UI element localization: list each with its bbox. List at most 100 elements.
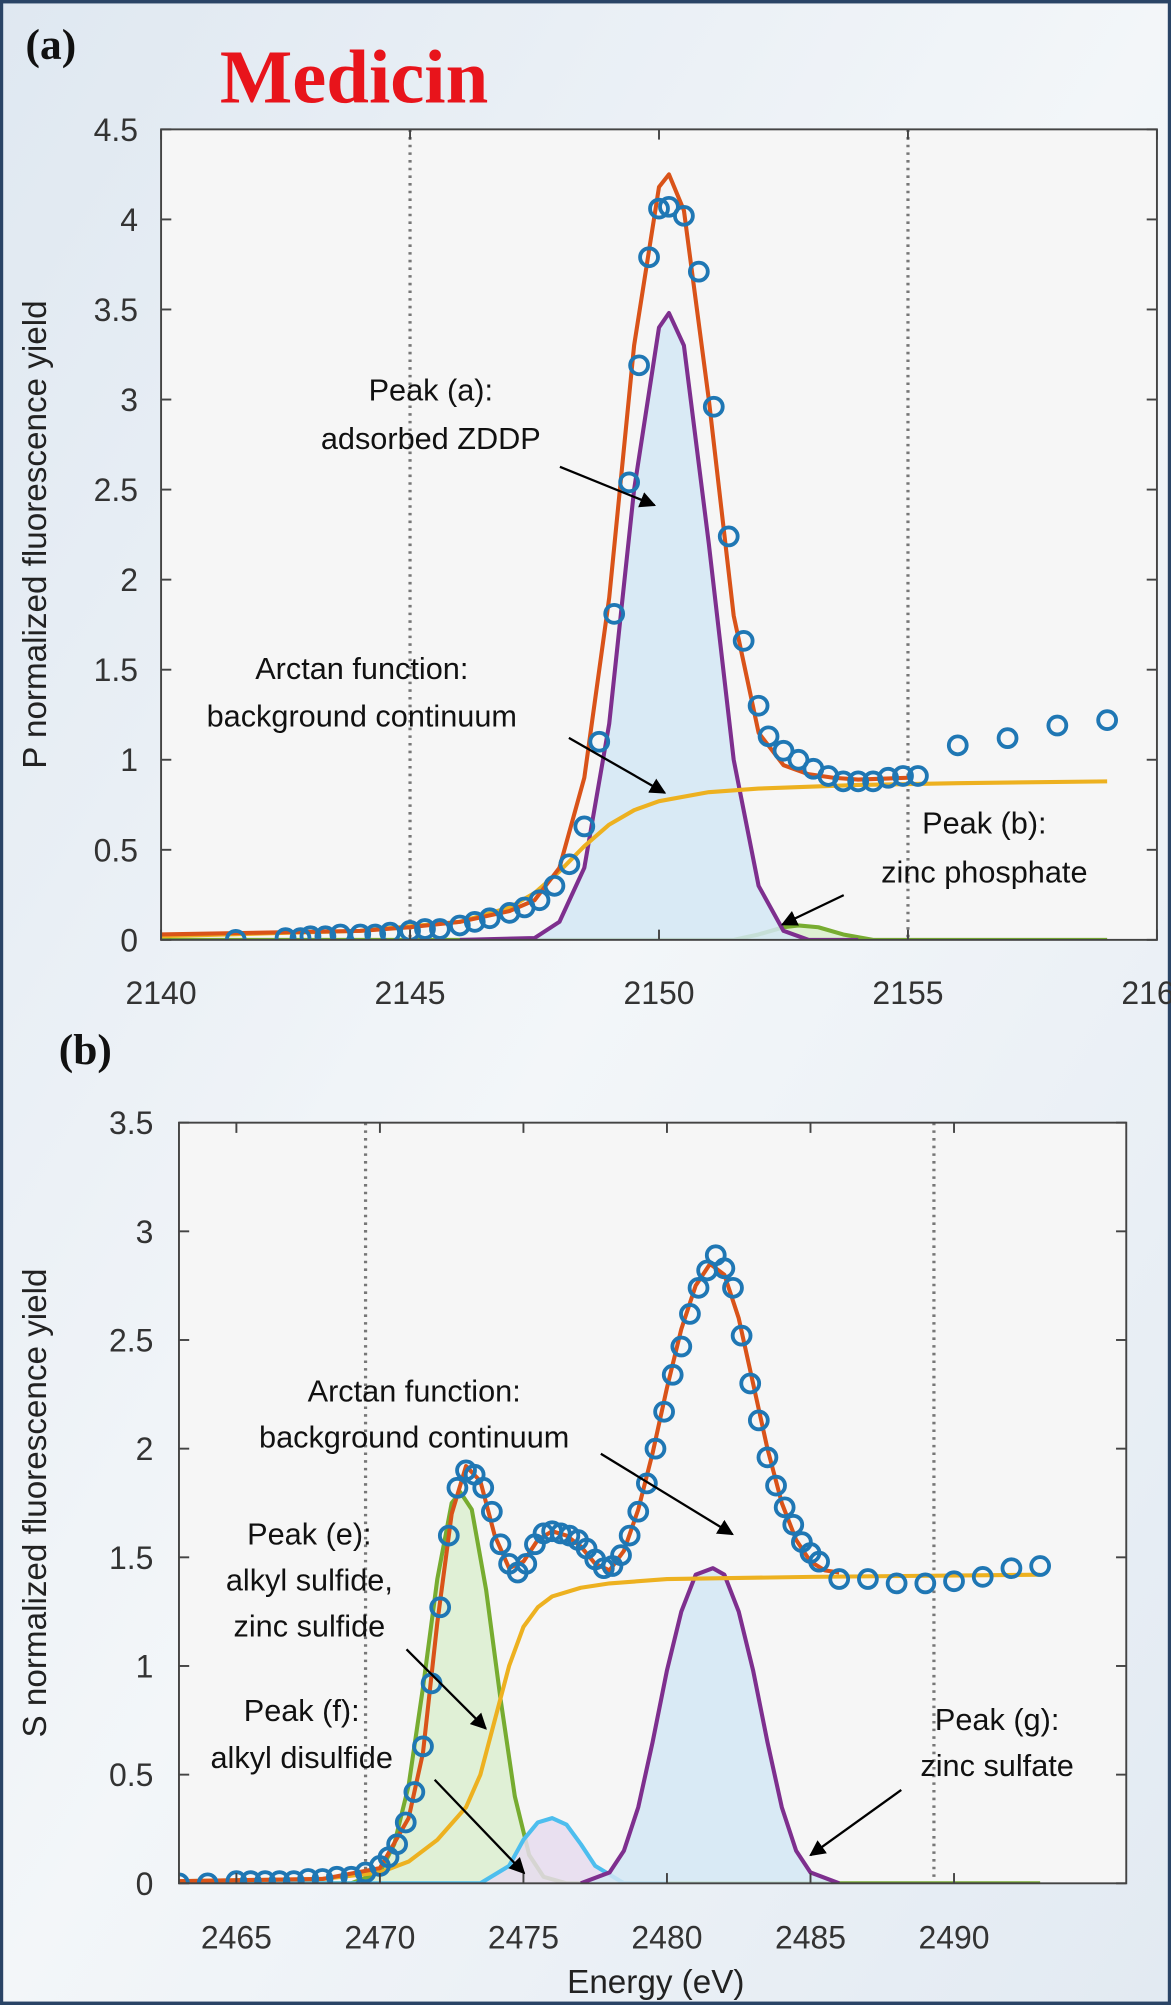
data-point <box>717 525 740 548</box>
data-point <box>638 246 660 269</box>
data-point <box>773 1496 796 1519</box>
data-point <box>558 853 581 876</box>
data-point <box>648 197 670 220</box>
annotation: zinc sulfate <box>920 1748 1073 1783</box>
y-tick-label: 1.5 <box>94 652 138 688</box>
data-point <box>732 630 755 652</box>
y-tick-label: 2.5 <box>94 472 138 508</box>
data-point <box>857 1568 879 1590</box>
data-point <box>489 1533 512 1556</box>
x-tick-label: 2485 <box>775 1920 846 1956</box>
data-point <box>782 1513 805 1536</box>
data-point <box>463 910 486 933</box>
data-point <box>892 765 914 787</box>
data-point <box>274 927 297 940</box>
data-point <box>828 1568 851 1590</box>
data-point <box>702 395 725 418</box>
y-tick-label: 0.5 <box>94 832 138 868</box>
annotation: zinc phosphate <box>881 854 1087 889</box>
annotation: background continuum <box>259 1419 569 1454</box>
data-point <box>429 918 451 940</box>
annotation-arrow <box>600 1452 734 1536</box>
data-point <box>225 1870 248 1884</box>
data-point <box>747 1409 770 1432</box>
data-point <box>414 918 436 940</box>
data-point <box>268 1870 291 1884</box>
data-point <box>618 471 640 494</box>
data-point <box>311 1868 334 1884</box>
data-point <box>907 765 929 787</box>
data-point <box>573 815 596 838</box>
x-tick-label: 2490 <box>918 1920 989 1956</box>
data-point <box>1029 1555 1052 1577</box>
data-point <box>627 1500 650 1523</box>
y-axis-label: P normalized fluorescence yield <box>17 300 54 768</box>
data-point <box>325 1865 348 1884</box>
data-point <box>282 1870 305 1884</box>
data-point <box>224 928 247 940</box>
fit-line <box>580 1566 840 1884</box>
data-point <box>765 1474 787 1497</box>
data-point <box>644 1437 667 1460</box>
data-point <box>946 734 969 757</box>
x-tick-label: 2470 <box>344 1920 415 1956</box>
peak-area <box>178 1818 667 1884</box>
data-point <box>478 907 501 930</box>
annotation: Peak (e): <box>247 1517 371 1552</box>
y-tick-label: 3.5 <box>94 292 138 328</box>
data-point <box>610 1544 632 1567</box>
annotation-arrow <box>559 465 657 508</box>
data-point <box>379 921 401 940</box>
fit-line <box>178 1816 667 1884</box>
y-tick-label: 0.5 <box>109 1757 153 1793</box>
annotation-arrow <box>405 1648 487 1730</box>
annotation: Arctan function: <box>255 651 468 686</box>
data-point <box>528 889 551 912</box>
data-point <box>653 1400 675 1423</box>
data-point <box>386 1833 409 1856</box>
data-point <box>254 1870 276 1884</box>
data-point <box>673 204 695 227</box>
y-tick-label: 0 <box>136 1866 154 1902</box>
y-tick-label: 3 <box>136 1214 154 1250</box>
data-point <box>196 1872 219 1884</box>
peak-area <box>580 1568 840 1884</box>
data-point <box>446 1476 469 1499</box>
data-point <box>448 914 471 937</box>
x-tick-label: 2150 <box>623 975 694 1011</box>
y-tick-label: 2 <box>120 562 138 598</box>
data-point <box>480 1500 503 1523</box>
data-point <box>394 1811 417 1834</box>
data-point <box>329 923 352 940</box>
x-tick-label: 2145 <box>375 975 446 1011</box>
y-tick-label: 3 <box>120 382 138 418</box>
annotation-arrow <box>568 736 667 794</box>
data-point <box>730 1324 753 1347</box>
y-tick-label: 1.5 <box>109 1540 153 1576</box>
annotation: background continuum <box>207 698 517 733</box>
annotation-arrow <box>433 1778 526 1875</box>
data-point <box>943 1570 965 1593</box>
x-axis-label: Energy (eV) <box>567 1964 744 2001</box>
data-point <box>756 1446 779 1469</box>
data-point <box>1096 709 1119 731</box>
data-point <box>297 1868 320 1884</box>
data-point <box>687 260 710 283</box>
y-tick-label: 1 <box>136 1648 154 1684</box>
data-point <box>687 1276 710 1299</box>
annotation: adsorbed ZDDP <box>321 421 541 456</box>
data-point <box>515 1552 538 1575</box>
data-point <box>1000 1557 1023 1580</box>
data-point <box>472 1476 495 1499</box>
data-point <box>618 1524 641 1547</box>
data-point <box>832 770 855 793</box>
annotation: alkyl sulfide, <box>226 1563 393 1598</box>
data-point <box>670 1335 693 1358</box>
y-tick-label: 0 <box>120 922 138 958</box>
data-point <box>739 1372 762 1395</box>
x-tick-label: 2475 <box>488 1920 559 1956</box>
chart-title: Medicin <box>220 35 488 120</box>
annotation: Peak (b): <box>922 806 1046 841</box>
